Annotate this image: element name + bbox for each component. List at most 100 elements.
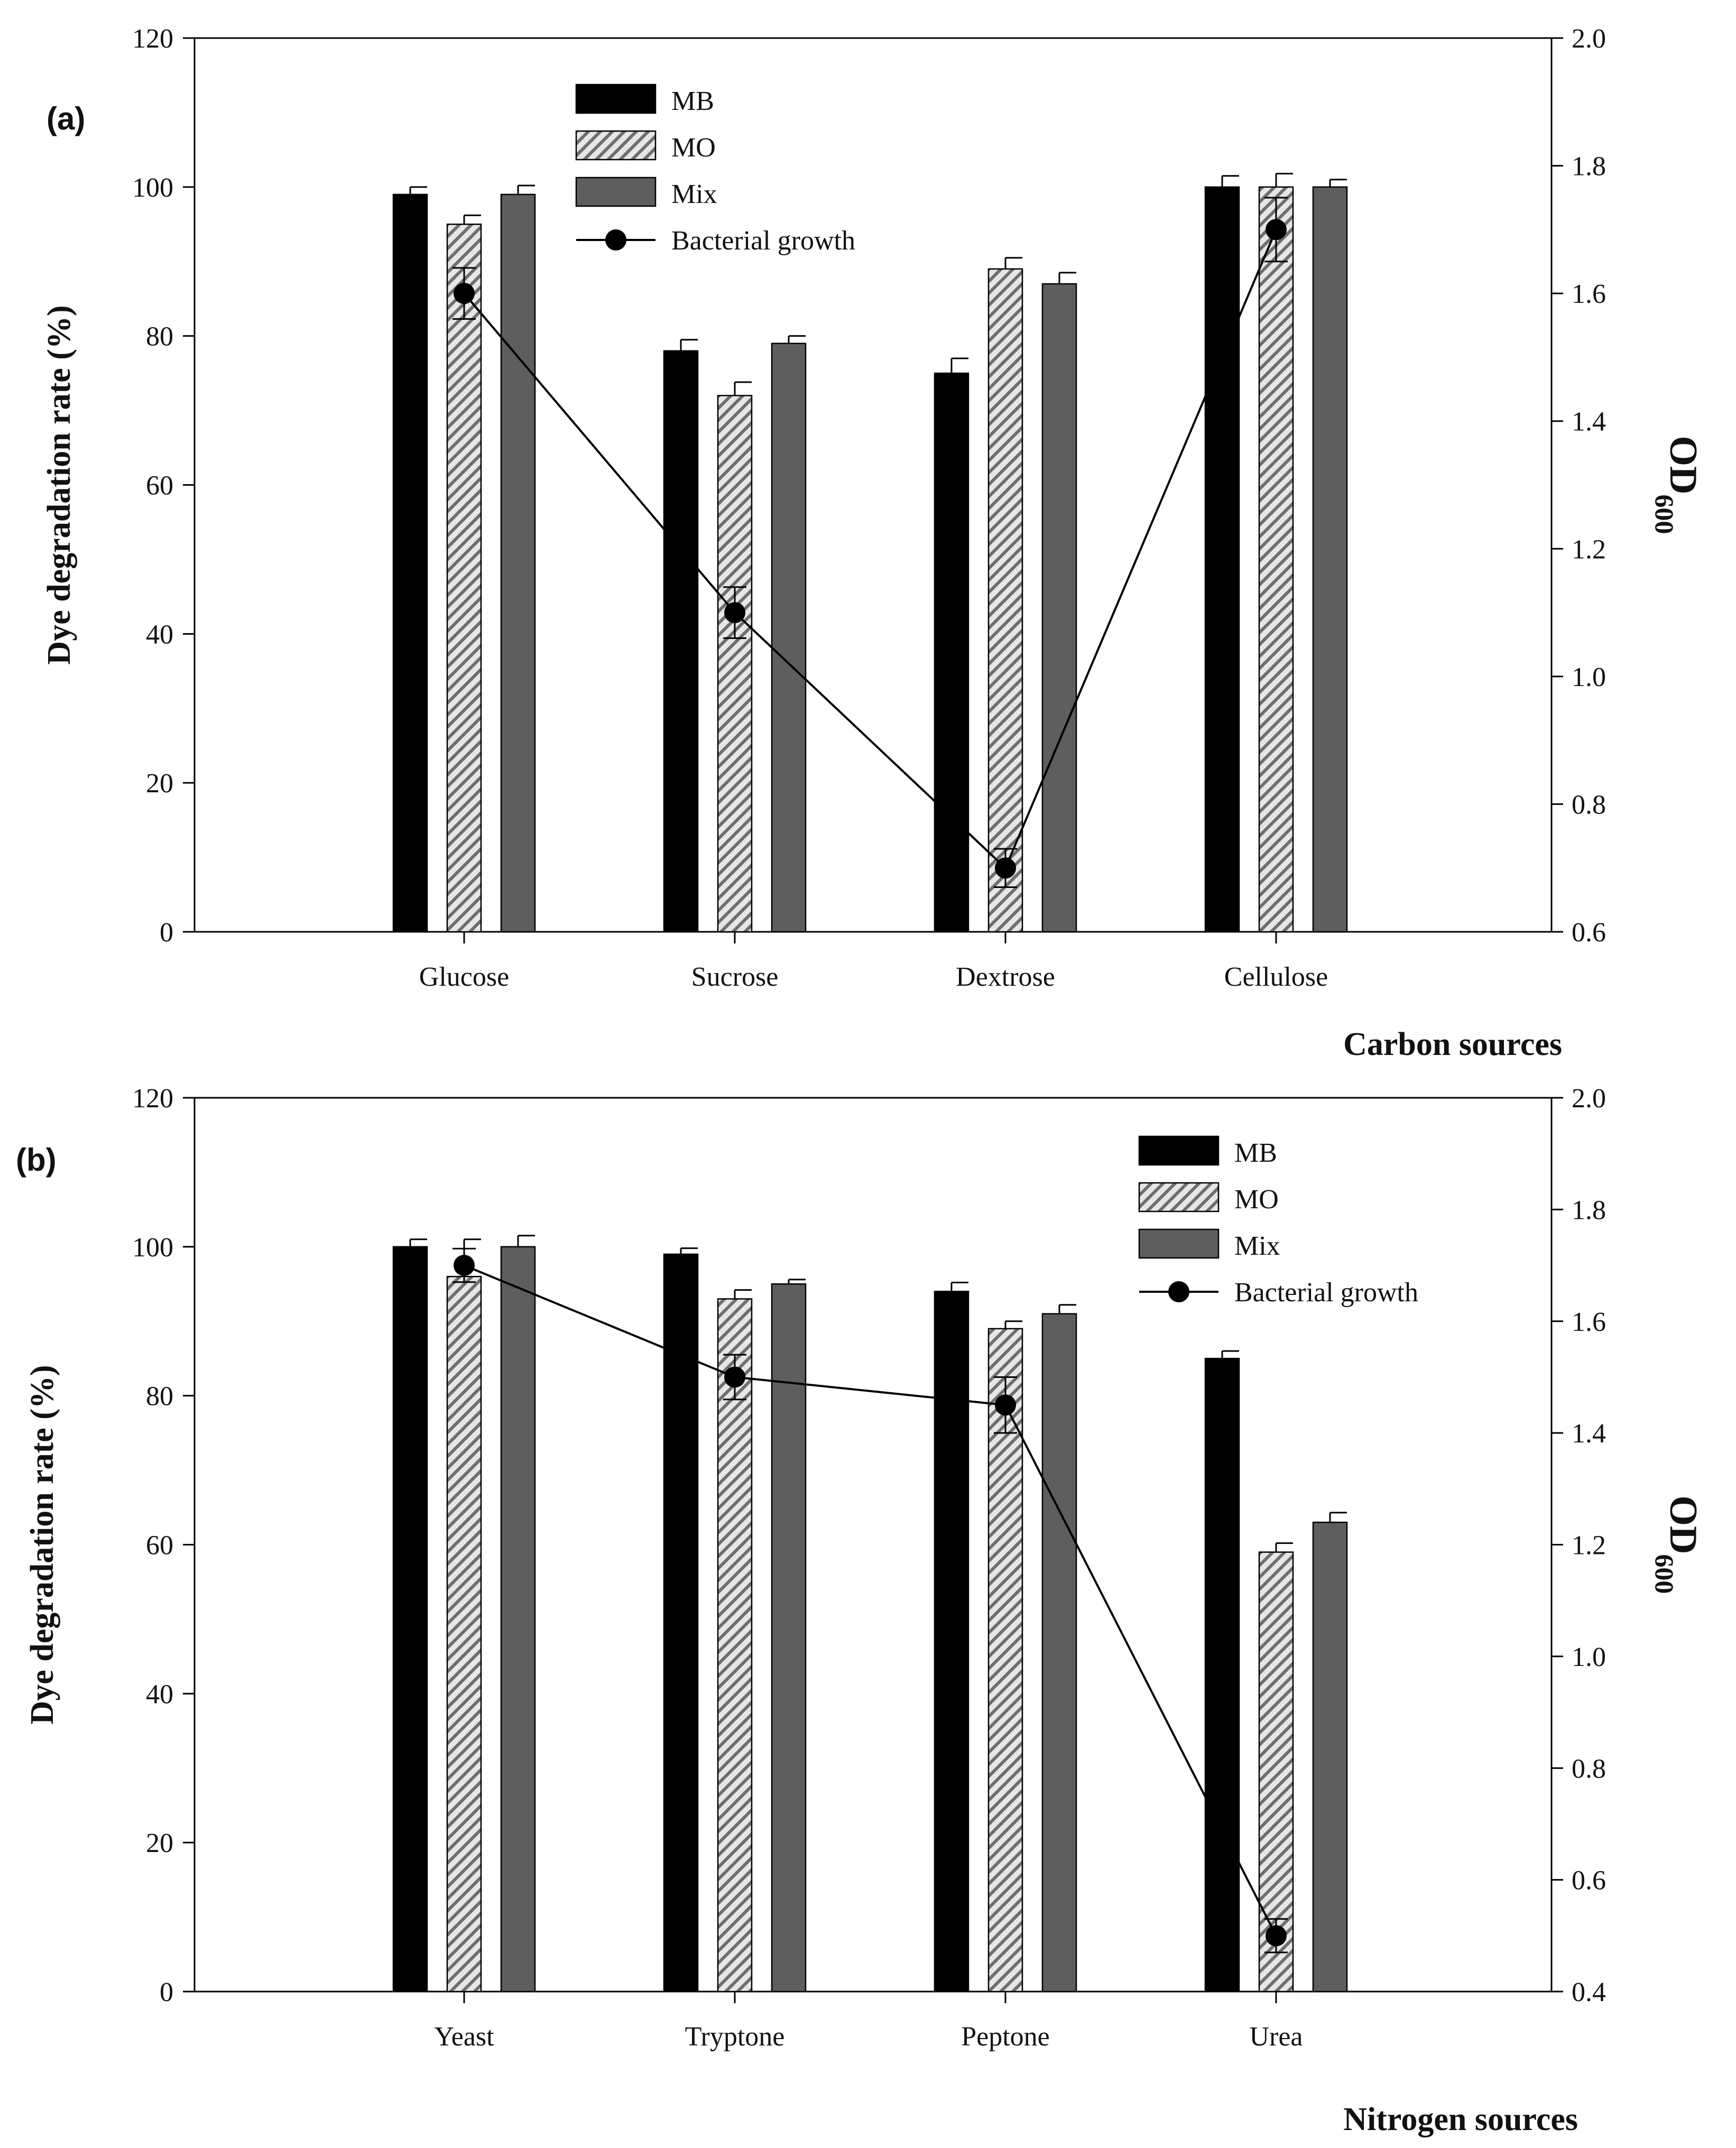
bar-mix-tryptone xyxy=(771,1283,807,1993)
bar-mix-urea xyxy=(1312,1521,1348,1993)
legend-label-mb: MB xyxy=(671,86,714,116)
growth-point-tryptone xyxy=(724,1366,745,1388)
y-axis-title: Dye degradation rate (%) xyxy=(24,1365,60,1724)
bar-mo-glucose xyxy=(446,224,482,933)
bar-mb-sucrose xyxy=(663,350,699,933)
bar-mix-dextrose xyxy=(1041,283,1077,933)
y-tick-label: 40 xyxy=(146,619,173,650)
y-tick-label: 20 xyxy=(146,769,173,799)
y2-tick-label: 1.8 xyxy=(1572,152,1606,182)
y-tick-label: 100 xyxy=(132,173,173,203)
legend-label-mo: MO xyxy=(671,133,716,163)
y-tick-label: 100 xyxy=(132,1233,173,1263)
bar-mb-yeast xyxy=(392,1246,428,1993)
x-axis-title: Carbon sources xyxy=(1343,1026,1562,1062)
legend-swatch-mix xyxy=(575,177,657,207)
y-tick-label: 0 xyxy=(160,1977,173,2007)
growth-point-glucose xyxy=(454,283,475,304)
growth-line xyxy=(464,1264,1277,1937)
legend-swatch-mo xyxy=(1138,1182,1220,1212)
x-tick-label: Yeast xyxy=(434,2022,494,2052)
y2-axis-title: OD600 xyxy=(1650,436,1705,534)
legend-label-mix: Mix xyxy=(671,179,717,209)
chart-root: 0 20 40 60 80 100 120 0.6 0.8 1.0 1.2 1.4 1.6 1.8 2.0 D… xyxy=(16,24,1705,2137)
bar-mo-cellulose xyxy=(1258,186,1294,933)
y-tick-label: 40 xyxy=(146,1679,173,1709)
y2-tick-label: 1.2 xyxy=(1572,1531,1606,1561)
y-tick-label: 120 xyxy=(132,24,173,54)
legend: MB MO Mix Bacterial growth xyxy=(1138,1135,1418,1308)
y2-tick-label: 0.6 xyxy=(1572,918,1606,948)
y-tick-label: 120 xyxy=(132,1084,173,1114)
y2-tick-label: 1.2 xyxy=(1572,534,1606,564)
y2-axis-title-subscript: 600 xyxy=(1650,1554,1679,1594)
y-tick-label: 20 xyxy=(146,1828,173,1858)
y2-tick-label: 2.0 xyxy=(1572,24,1606,54)
chart-panel-b: 0 20 40 60 80 100 120 0.4 0.6 0.8 1.0 1.2 1.4 1.6 1.8 2… xyxy=(16,1084,1705,2137)
y2-tick-label: 0.8 xyxy=(1572,1754,1606,1784)
y2-axis-title-subscript: 600 xyxy=(1650,495,1679,534)
x-tick-label: Glucose xyxy=(419,962,509,992)
y2-tick-label: 1.0 xyxy=(1572,1642,1606,1672)
y2-axis-title-base: OD xyxy=(1661,1496,1705,1554)
bar-mb-glucose xyxy=(392,193,428,933)
y2-tick-label: 1.6 xyxy=(1572,1307,1606,1337)
y-tick-label: 80 xyxy=(146,322,173,352)
bar-mo-sucrose xyxy=(717,395,753,933)
x-tick-label: Dextrose xyxy=(956,962,1055,992)
y2-tick-label: 0.6 xyxy=(1572,1866,1606,1896)
growth-point-dextrose xyxy=(995,857,1016,879)
y-tick-label: 60 xyxy=(146,1531,173,1561)
y2-tick-label: 0.4 xyxy=(1572,1977,1606,2007)
bar-mix-glucose xyxy=(500,193,536,933)
bar-mix-yeast xyxy=(500,1246,536,1993)
bar-mb-urea xyxy=(1204,1357,1240,1993)
growth-point-sucrose xyxy=(724,602,745,624)
y2-tick-label: 1.4 xyxy=(1572,407,1606,437)
legend-marker xyxy=(605,229,626,251)
bar-mo-tryptone xyxy=(717,1298,753,1993)
y-tick-label: 0 xyxy=(160,918,173,948)
panel-label: (a) xyxy=(47,101,85,136)
y2-tick-label: 1.0 xyxy=(1572,662,1606,692)
bar-mix-cellulose xyxy=(1312,186,1348,933)
legend-swatch-mb xyxy=(575,84,657,114)
x-tick-label: Urea xyxy=(1249,2022,1303,2052)
legend-label-mo: MO xyxy=(1234,1184,1279,1215)
y2-tick-label: 0.8 xyxy=(1572,790,1606,820)
x-tick-label: Peptone xyxy=(961,2022,1050,2052)
panel-label: (b) xyxy=(16,1142,57,1178)
bar-mix-peptone xyxy=(1041,1313,1077,1993)
y2-tick-label: 2.0 xyxy=(1572,1084,1606,1114)
bar-mb-peptone xyxy=(934,1291,969,1993)
y2-axis-title: OD600 xyxy=(1650,1496,1705,1594)
bar-mb-tryptone xyxy=(663,1253,699,1993)
growth-point-yeast xyxy=(454,1255,475,1276)
x-axis-title: Nitrogen sources xyxy=(1343,2101,1578,2137)
growth-point-urea xyxy=(1266,1925,1287,1947)
y2-tick-label: 1.8 xyxy=(1572,1195,1606,1225)
chart-panel-a: 0 20 40 60 80 100 120 0.6 0.8 1.0 1.2 1.4 1.6 1.8 2.0 D… xyxy=(41,24,1705,1062)
y-axis-title: Dye degradation rate (%) xyxy=(41,305,77,664)
growth-point-peptone xyxy=(995,1394,1016,1416)
bar-mo-dextrose xyxy=(987,268,1023,933)
x-tick-label: Tryptone xyxy=(685,2022,785,2052)
x-tick-label: Cellulose xyxy=(1224,962,1328,992)
legend-swatch-mb xyxy=(1138,1135,1220,1166)
legend-swatch-mo xyxy=(575,130,657,161)
bar-mb-cellulose xyxy=(1204,186,1240,933)
bar-mb-dextrose xyxy=(934,372,969,933)
growth-line xyxy=(463,229,1277,870)
legend: MB MO Mix Bacterial growth xyxy=(575,84,855,256)
y2-axis-title-base: OD xyxy=(1661,436,1705,495)
legend-label-mix: Mix xyxy=(1234,1231,1280,1261)
y-tick-label: 60 xyxy=(146,471,173,501)
legend-label-mb: MB xyxy=(1234,1138,1277,1168)
bar-mo-yeast xyxy=(446,1275,482,1993)
legend-label-bacterial-growth: Bacterial growth xyxy=(1234,1277,1418,1308)
bar-mo-peptone xyxy=(987,1328,1023,1993)
growth-point-cellulose xyxy=(1266,219,1287,240)
legend-label-bacterial-growth: Bacterial growth xyxy=(671,226,855,256)
y2-tick-label: 1.4 xyxy=(1572,1419,1606,1449)
